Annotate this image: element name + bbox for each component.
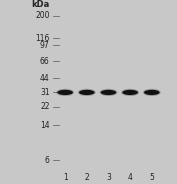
Ellipse shape: [101, 90, 116, 95]
Text: 116: 116: [35, 33, 50, 43]
Text: 97: 97: [40, 41, 50, 50]
Text: 2: 2: [84, 173, 89, 182]
Text: 3: 3: [106, 173, 111, 182]
Text: 22: 22: [40, 102, 50, 111]
Ellipse shape: [99, 89, 118, 96]
Text: 6: 6: [45, 156, 50, 164]
Text: 44: 44: [40, 73, 50, 82]
Ellipse shape: [57, 90, 73, 95]
Ellipse shape: [56, 89, 74, 96]
Text: 14: 14: [40, 121, 50, 130]
Text: 4: 4: [128, 173, 133, 182]
Text: 31: 31: [40, 88, 50, 97]
Ellipse shape: [79, 90, 95, 95]
Text: 1: 1: [63, 173, 67, 182]
Ellipse shape: [144, 90, 160, 95]
Text: 5: 5: [149, 173, 154, 182]
Text: kDa: kDa: [31, 0, 50, 9]
Ellipse shape: [143, 89, 161, 96]
Ellipse shape: [121, 89, 139, 96]
Ellipse shape: [122, 90, 138, 95]
Text: 66: 66: [40, 57, 50, 66]
Ellipse shape: [78, 89, 96, 96]
Text: 200: 200: [35, 11, 50, 20]
